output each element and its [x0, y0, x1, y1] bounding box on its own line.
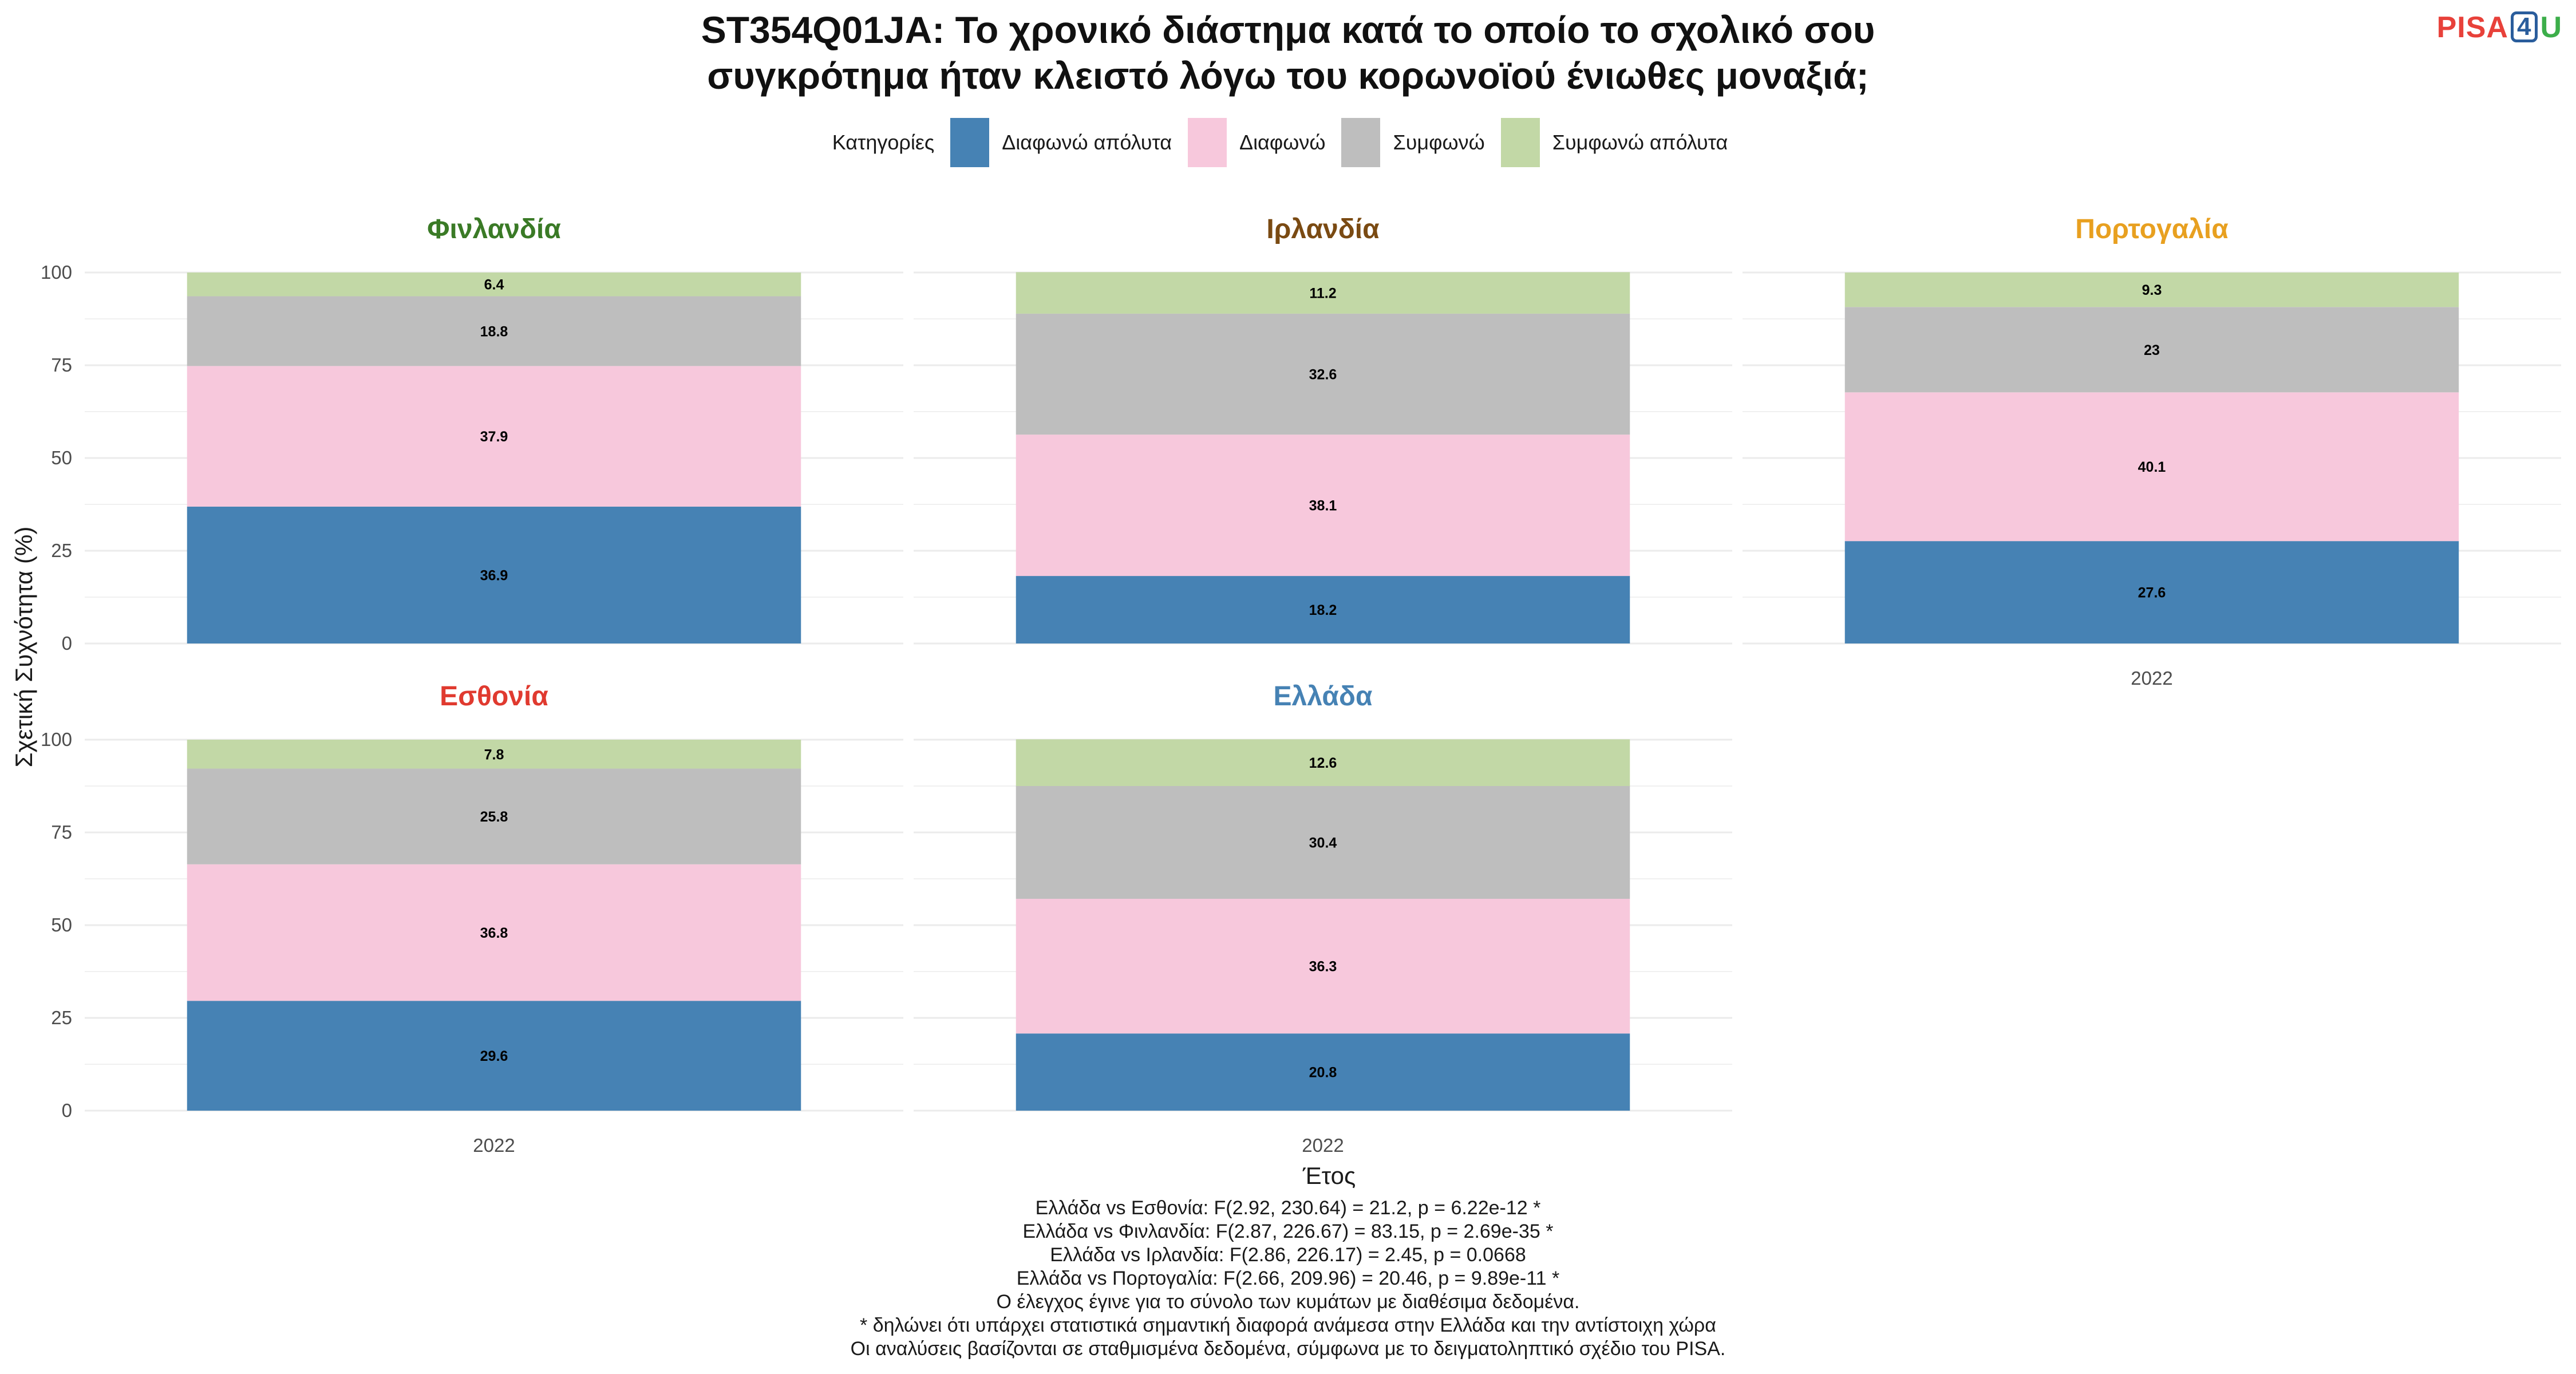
bar-segment-disagree: [187, 366, 801, 507]
data-label: 11.2: [1309, 286, 1336, 302]
note-line: * δηλώνει ότι υπάρχει στατιστικά σημαντι…: [860, 1314, 1716, 1336]
legend-item-agree: Συμφωνώ: [1341, 118, 1485, 167]
y-tick-label: 100: [41, 729, 72, 750]
y-axis-title: Σχετική Συχνότητα (%): [10, 527, 37, 768]
y-tick-label: 100: [41, 262, 72, 283]
facet-title: Πορτογαλία: [2075, 214, 2229, 244]
y-tick-label: 0: [62, 633, 72, 654]
legend-key-disagree: [1188, 118, 1227, 167]
note-line: Ελλάδα vs Ιρλανδία: F(2.86, 226.17) = 2.…: [1050, 1244, 1526, 1266]
y-tick-label: 75: [51, 822, 72, 843]
legend-label-strongly-agree: Συμφωνώ απόλυτα: [1552, 131, 1728, 154]
pisa4u-logo: PISA 4 U: [2437, 9, 2562, 46]
data-label: 38.1: [1309, 498, 1337, 514]
legend-item-disagree: Διαφωνώ: [1188, 118, 1325, 167]
y-tick-label: 25: [51, 540, 72, 561]
data-label: 25.8: [480, 809, 508, 825]
data-label: 27.6: [2138, 585, 2166, 601]
legend-key-agree: [1341, 118, 1381, 167]
statistical-notes: Ελλάδα vs Εσθονία: F(2.92, 230.64) = 21.…: [0, 1197, 2576, 1361]
data-label: 40.1: [2138, 459, 2166, 475]
y-tick-label: 75: [51, 354, 72, 376]
note-line: Οι αναλύσεις βασίζονται σε σταθμισμένα δ…: [850, 1338, 1726, 1360]
bar-segment-disagree: [1016, 898, 1630, 1034]
y-tick-label: 50: [51, 447, 72, 468]
bar-segment-strongly-agree: [1016, 272, 1630, 314]
bar-segment-disagree: [1016, 435, 1630, 577]
data-label: 32.6: [1309, 367, 1337, 383]
data-label: 20.8: [1309, 1065, 1337, 1081]
bar-segment-agree: [187, 768, 801, 864]
y-tick-label: 25: [51, 1007, 72, 1028]
facet-title: Εσθονία: [440, 681, 548, 712]
facet-title: Ιρλανδία: [1266, 214, 1380, 244]
logo-pisa-text: PISA: [2436, 11, 2508, 44]
data-label: 29.6: [480, 1048, 508, 1064]
bar-segment-strongly-disagree: [1844, 541, 2459, 643]
bar-segment-strongly-disagree: [1016, 1033, 1630, 1111]
bar-segment-agree: [1016, 786, 1630, 899]
data-label: 6.4: [484, 277, 504, 293]
chart-title-line-2: συγκρότημα ήταν κλειστό λόγω του κορωνοϊ…: [707, 54, 1869, 97]
facet-title: Φινλανδία: [427, 214, 561, 244]
bar-segment-strongly-disagree: [187, 506, 801, 643]
bar-segment-disagree: [1844, 392, 2459, 542]
data-label: 36.3: [1309, 959, 1337, 975]
data-label: 36.8: [480, 925, 508, 941]
bar-segment-agree: [187, 296, 801, 366]
data-label: 36.9: [480, 567, 508, 583]
legend-label-disagree: Διαφωνώ: [1239, 131, 1326, 154]
bar-segment-disagree: [187, 864, 801, 1001]
data-label: 37.9: [480, 429, 508, 445]
note-line: Ελλάδα vs Πορτογαλία: F(2.66, 209.96) = …: [1016, 1268, 1560, 1289]
legend-item-strongly-disagree: Διαφωνώ απόλυτα: [950, 118, 1172, 167]
bar-segment-strongly-disagree: [187, 1001, 801, 1111]
data-label: 18.2: [1309, 602, 1337, 618]
chart-title-line-1: ST354Q01JA: Το χρονικό διάστημα κατά το …: [701, 9, 1875, 51]
note-line: Ελλάδα vs Φινλανδία: F(2.87, 226.67) = 8…: [1022, 1221, 1554, 1242]
bar-segment-strongly-agree: [1844, 273, 2459, 307]
legend-title: Κατηγορίες: [832, 131, 935, 154]
legend-label-agree: Συμφωνώ: [1393, 131, 1485, 154]
legend-label-strongly-disagree: Διαφωνώ απόλυτα: [1002, 131, 1172, 154]
data-label: 12.6: [1309, 755, 1337, 771]
note-line: Ελλάδα vs Εσθονία: F(2.92, 230.64) = 21.…: [1035, 1197, 1541, 1219]
bar-segment-strongly-disagree: [1016, 576, 1630, 643]
bar-segment-agree: [1016, 313, 1630, 435]
y-tick-label: 0: [62, 1100, 72, 1121]
data-label: 30.4: [1309, 835, 1337, 851]
bar-segment-strongly-agree: [187, 740, 801, 769]
x-tick-label: 2022: [2131, 668, 2172, 689]
facet-title: Ελλάδα: [1274, 681, 1373, 712]
legend-key-strongly-agree: [1500, 118, 1540, 167]
data-label: 18.8: [480, 323, 508, 339]
x-axis-title: Έτος: [1302, 1162, 1356, 1189]
legend-key-strongly-disagree: [950, 118, 990, 167]
x-tick-label: 2022: [473, 1135, 515, 1156]
bar-segment-strongly-agree: [187, 273, 801, 297]
chart-title: ST354Q01JA: Το χρονικό διάστημα κατά το …: [0, 7, 2576, 98]
x-tick-label: 2022: [1302, 1135, 1344, 1156]
legend-item-strongly-agree: Συμφωνώ απόλυτα: [1500, 118, 1728, 167]
bar-segment-agree: [1844, 307, 2459, 393]
logo-four-text: 4: [2510, 11, 2538, 42]
note-line: Ο έλεγχος έγινε για το σύνολο των κυμάτω…: [996, 1291, 1580, 1313]
y-tick-label: 50: [51, 914, 72, 935]
data-label: 7.8: [484, 747, 504, 763]
logo-u-text: U: [2540, 11, 2562, 44]
data-label: 9.3: [2142, 282, 2162, 298]
bar-segment-strongly-agree: [1016, 739, 1630, 786]
legend: Κατηγορίες Διαφωνώ απόλυτα Διαφωνώ Συμφω…: [0, 117, 2576, 168]
data-label: 23: [2144, 342, 2160, 358]
